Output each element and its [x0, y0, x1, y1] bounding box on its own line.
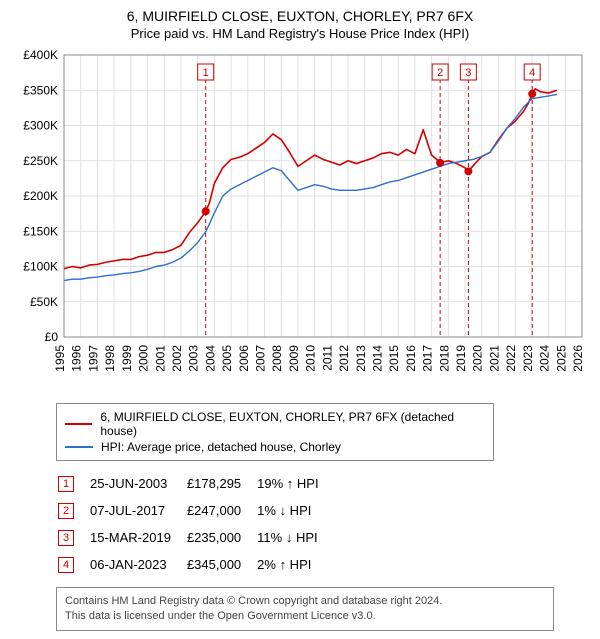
x-tick-label: 1998: [103, 345, 117, 372]
x-tick-label: 2004: [203, 345, 217, 372]
event-delta: 19% ↑ HPI: [257, 471, 332, 496]
x-tick-label: 2005: [220, 345, 234, 372]
x-tick-label: 2018: [437, 345, 451, 372]
x-tick-label: 2025: [554, 345, 568, 372]
x-tick-label: 1996: [70, 345, 84, 372]
table-row: 3 15-MAR-2019£235,00011% ↓ HPI: [58, 525, 333, 550]
legend-item: HPI: Average price, detached house, Chor…: [65, 440, 485, 454]
events-table: 1 25-JUN-2003£178,29519% ↑ HPI 2 07-JUL-201…: [56, 469, 335, 579]
legend: 6, MUIRFIELD CLOSE, EUXTON, CHORLEY, PR7…: [56, 403, 494, 461]
event-n: 4: [58, 552, 88, 577]
event-n: 2: [58, 498, 88, 523]
x-tick-label: 2012: [337, 345, 351, 372]
event-marker-label: 1: [203, 67, 209, 79]
legend-swatch: [65, 423, 92, 425]
x-tick-label: 2026: [571, 345, 585, 372]
legend-item: 6, MUIRFIELD CLOSE, EUXTON, CHORLEY, PR7…: [65, 410, 485, 438]
legend-label: HPI: Average price, detached house, Chor…: [101, 440, 341, 454]
event-number-badge: 3: [58, 530, 74, 546]
x-tick-label: 1995: [53, 345, 67, 372]
event-date: 25-JUN-2003: [90, 471, 185, 496]
x-tick-label: 2024: [538, 345, 552, 372]
event-price: £247,000: [187, 498, 255, 523]
x-tick-label: 1997: [86, 345, 100, 372]
x-tick-label: 2008: [270, 345, 284, 372]
event-delta: 2% ↑ HPI: [257, 552, 332, 577]
x-tick-label: 2021: [487, 345, 501, 372]
event-delta: 1% ↓ HPI: [257, 498, 332, 523]
x-tick-label: 2000: [137, 345, 151, 372]
attribution-footer: Contains HM Land Registry data © Crown c…: [56, 587, 554, 631]
x-tick-label: 2020: [471, 345, 485, 372]
footer-line: This data is licensed under the Open Gov…: [65, 609, 545, 624]
y-tick-label: £100K: [23, 260, 58, 274]
x-tick-label: 2017: [421, 345, 435, 372]
y-tick-label: £300K: [23, 119, 58, 133]
x-tick-label: 2006: [237, 345, 251, 372]
legend-label: 6, MUIRFIELD CLOSE, EUXTON, CHORLEY, PR7…: [100, 410, 485, 438]
event-number-badge: 2: [58, 503, 74, 519]
x-tick-label: 2001: [153, 345, 167, 372]
table-row: 2 07-JUL-2017£247,0001% ↓ HPI: [58, 498, 333, 523]
event-n: 1: [58, 471, 88, 496]
chart-svg: £0 £50K £100K £150K £200K £250K £300K £350K £400…: [8, 49, 592, 389]
event-price: £235,000: [187, 525, 255, 550]
x-tick-label: 2009: [287, 345, 301, 372]
event-price: £178,295: [187, 471, 255, 496]
event-delta: 11% ↓ HPI: [257, 525, 332, 550]
x-tick-label: 2023: [521, 345, 535, 372]
event-number-badge: 4: [58, 557, 74, 573]
x-tick-label: 2007: [254, 345, 268, 372]
y-tick-label: £150K: [23, 224, 58, 238]
event-date: 06-JAN-2023: [90, 552, 185, 577]
event-date: 07-JUL-2017: [90, 498, 185, 523]
footer-line: Contains HM Land Registry data © Crown c…: [65, 594, 545, 609]
y-tick-label: £200K: [23, 189, 58, 203]
y-tick-label: £400K: [23, 49, 58, 62]
x-tick-label: 2019: [454, 345, 468, 372]
event-price: £345,000: [187, 552, 255, 577]
event-marker-label: 4: [529, 67, 535, 79]
y-tick-label: £50K: [30, 295, 58, 309]
x-tick-label: 2016: [404, 345, 418, 372]
page-subtitle: Price paid vs. HM Land Registry's House …: [8, 26, 592, 41]
x-tick-label: 2022: [504, 345, 518, 372]
legend-swatch: [65, 446, 93, 448]
event-date: 15-MAR-2019: [90, 525, 185, 550]
x-tick-label: 2003: [187, 345, 201, 372]
event-n: 3: [58, 525, 88, 550]
event-marker-label: 2: [437, 67, 443, 79]
y-tick-label: £0: [45, 330, 59, 344]
x-tick-label: 2011: [320, 345, 334, 371]
table-row: 4 06-JAN-2023£345,0002% ↑ HPI: [58, 552, 333, 577]
x-tick-label: 2013: [354, 345, 368, 372]
event-marker-label: 3: [465, 67, 471, 79]
x-tick-label: 2015: [387, 345, 401, 372]
x-tick-label: 2002: [170, 345, 184, 372]
x-tick-label: 2010: [304, 345, 318, 372]
x-tick-label: 2014: [370, 345, 384, 372]
table-row: 1 25-JUN-2003£178,29519% ↑ HPI: [58, 471, 333, 496]
page-title: 6, MUIRFIELD CLOSE, EUXTON, CHORLEY, PR7…: [8, 8, 592, 24]
y-tick-label: £250K: [23, 154, 58, 168]
x-tick-label: 1999: [120, 345, 134, 372]
y-tick-label: £350K: [23, 83, 58, 97]
price-chart: £0 £50K £100K £150K £200K £250K £300K £350K £400…: [8, 49, 592, 389]
event-number-badge: 1: [58, 476, 74, 492]
